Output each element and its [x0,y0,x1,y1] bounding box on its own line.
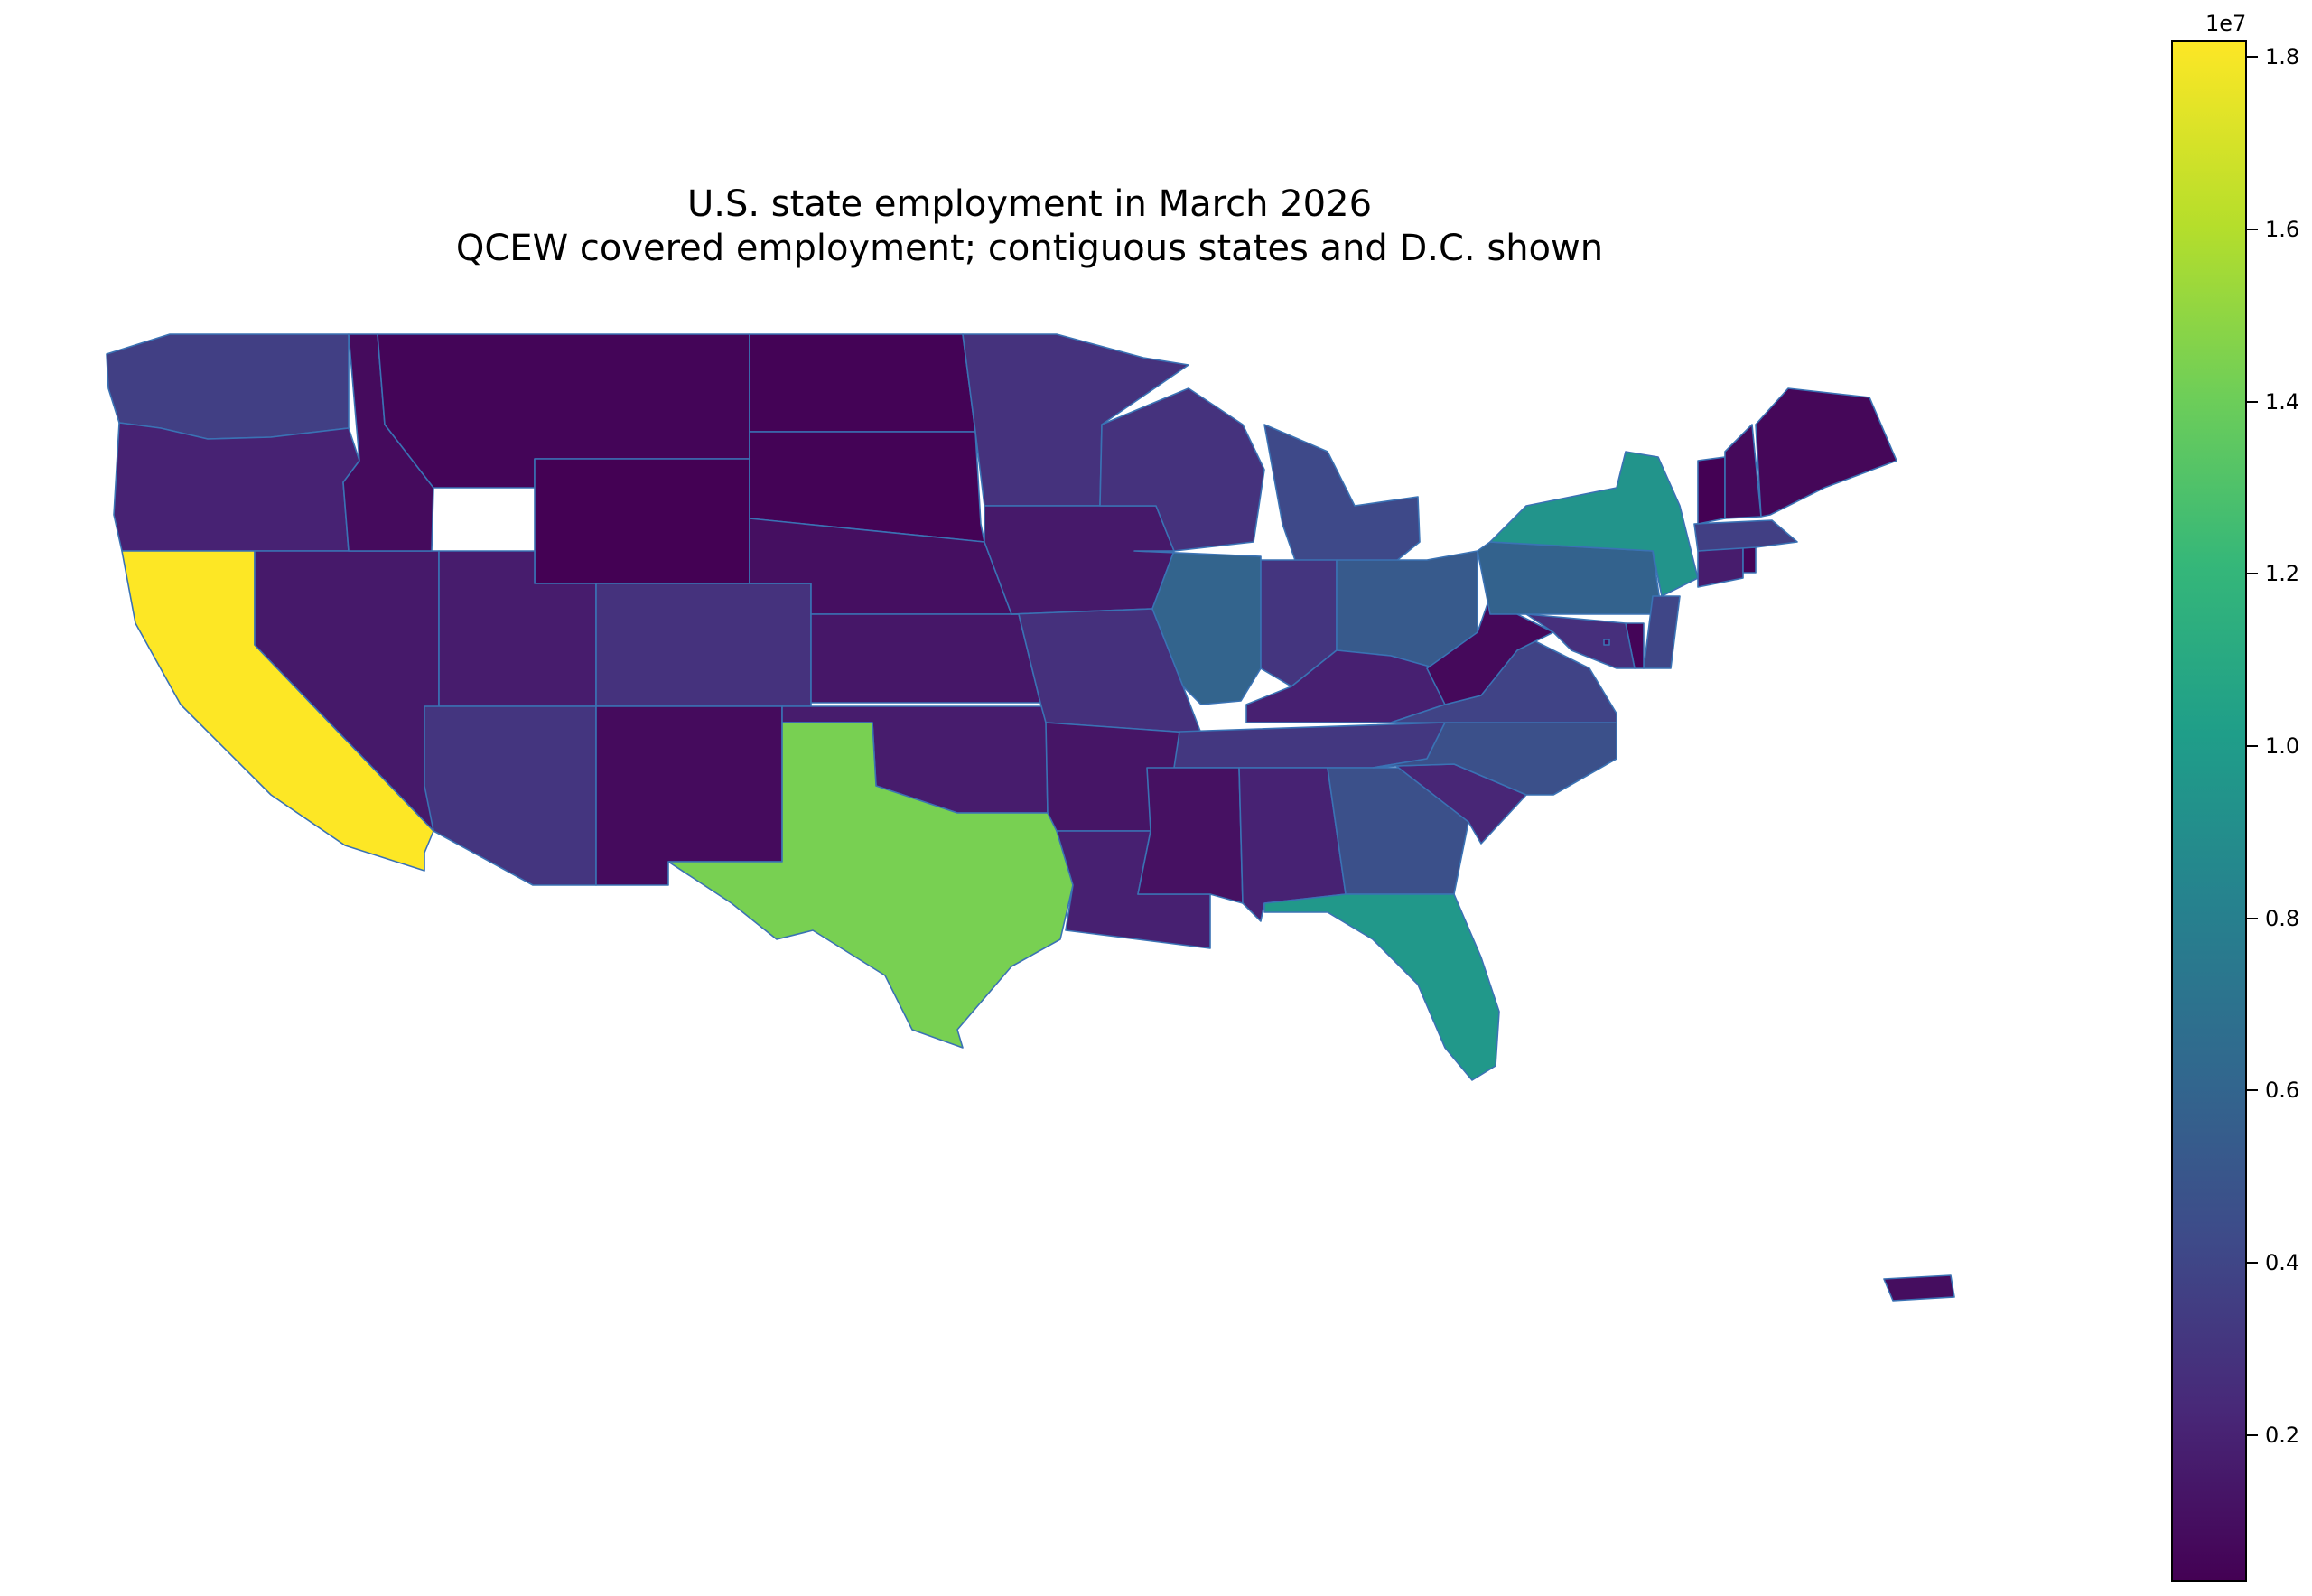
state-nc [1372,722,1617,796]
map-title: U.S. state employment in March 2026 [686,183,1373,225]
state-nd [749,333,976,433]
colorbar-tick-label: 0.4 [2265,1250,2300,1276]
state-ct [1697,546,1744,588]
state-tx [667,722,1074,1049]
colorbar-tick-label: 1.8 [2265,44,2300,70]
state-ga [1327,767,1469,895]
colorbar-tick [2247,1433,2258,1436]
state-or [113,422,360,552]
colorbar-tick [2247,400,2258,403]
state-fl [1263,893,1500,1081]
state-az [424,705,597,886]
map-subtitle: QCEW covered employment; contiguous stat… [455,228,1604,269]
colorbar-tick-label: 1.0 [2265,733,2300,759]
state-ri [1742,546,1757,574]
colorbar-tick [2247,744,2258,747]
colorbar-exponent-label: 1e7 [2205,11,2247,36]
state-ma [1693,519,1798,552]
colorbar-tick [2247,1089,2258,1092]
colorbar-tick-label: 1.6 [2265,216,2300,242]
colorbar-tick-label: 0.2 [2265,1422,2300,1448]
colorbar-tick-label: 1.4 [2265,388,2300,415]
state-ia [984,505,1175,615]
state-md [1525,613,1636,669]
colorbar-tick [2247,573,2258,575]
state-ny [1489,451,1699,597]
state-sd [749,431,985,543]
state-nh [1724,424,1762,519]
colorbar [2171,40,2247,1582]
state-mi [1263,424,1421,566]
colorbar-tick-label: 0.6 [2265,1078,2300,1104]
colorbar-tick [2247,56,2258,59]
colorbar-tick [2247,1262,2258,1265]
state-vt [1697,456,1726,525]
state-nj [1643,595,1681,669]
state-nm [595,705,783,886]
state-me [1755,387,1897,518]
state-ks [810,613,1041,704]
state-dc [1603,639,1610,646]
colorbar-tick [2247,228,2258,230]
state-pa [1477,541,1663,615]
state-co [595,583,812,707]
state-wa [106,333,350,440]
state-ms [1137,767,1244,904]
state-wi [1099,387,1265,552]
colorbar-tick-label: 1.2 [2265,561,2300,587]
colorbar-tick [2247,917,2258,919]
state-pr [1883,1274,1955,1302]
state-wy [534,458,750,584]
state-tn [1173,722,1446,769]
colorbar-tick-label: 0.8 [2265,905,2300,931]
